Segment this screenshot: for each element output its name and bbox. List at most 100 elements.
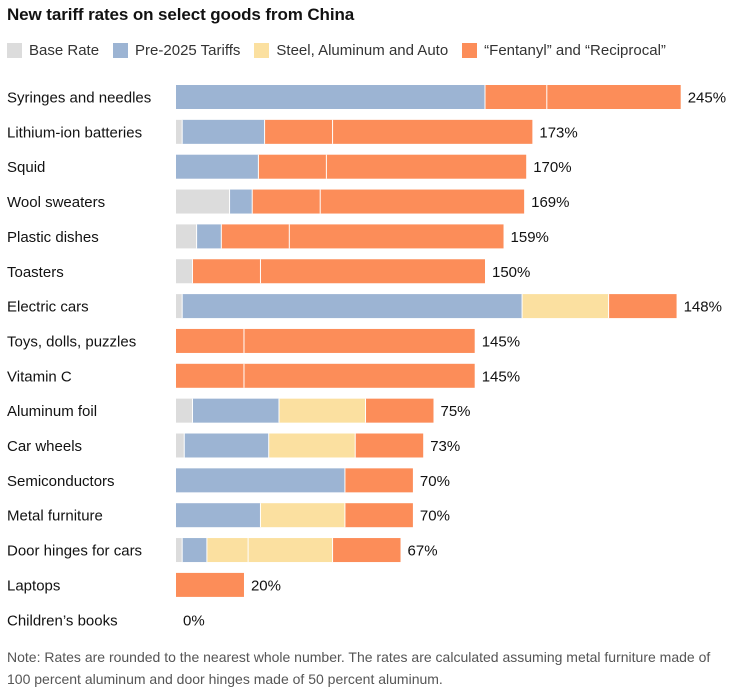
bar-segment-fentanyl (176, 328, 244, 353)
bar-segment-steel (260, 503, 345, 528)
legend-item-base: Base Rate (7, 42, 99, 59)
bar-row-door-hinges-for-cars: Door hinges for cars 67% (7, 538, 438, 563)
bar-segment-fentanyl (546, 85, 681, 109)
bar-segment-base (176, 259, 193, 284)
bar-segment-fentanyl (289, 224, 504, 249)
bar-segment-fentanyl (258, 154, 327, 179)
bar-chart: Syringes and needles 245% Lithium-ion batt… (0, 78, 736, 643)
bar-segment-steel (248, 538, 333, 563)
bar-row-vitamin-c: Vitamin C 145% (7, 363, 520, 388)
category-label: Toasters (7, 264, 64, 281)
bar-segment-fentanyl (243, 363, 475, 388)
value-label: 70% (420, 473, 450, 490)
bar-segment-pre2025 (176, 503, 261, 528)
category-label: Semiconductors (7, 473, 115, 490)
bar-segment-base (176, 538, 183, 563)
bar-row-syringes-and-needles: Syringes and needles 245% (7, 85, 726, 109)
bar-segment-pre2025 (182, 294, 523, 319)
bar-segment-pre2025 (182, 119, 265, 144)
bar-segment-fentanyl (192, 259, 261, 284)
bar-segment-base (176, 189, 230, 214)
bar-segment-pre2025 (176, 154, 259, 179)
value-label: 170% (533, 159, 571, 176)
value-label: 145% (482, 333, 520, 350)
bar-row-semiconductors: Semiconductors 70% (7, 468, 450, 493)
bar-row-wool-sweaters: Wool sweaters 169% (7, 189, 570, 214)
bar-segment-fentanyl (332, 538, 401, 563)
bar-segment-fentanyl (326, 154, 527, 179)
category-label: Lithium-ion batteries (7, 124, 142, 141)
bar-row-car-wheels: Car wheels 73% (7, 433, 460, 458)
bar-segment-pre2025 (176, 85, 485, 109)
bar-segment-steel (279, 398, 366, 423)
bar-segment-base (176, 119, 183, 144)
legend-label-pre2025: Pre-2025 Tariffs (135, 41, 241, 59)
bar-segment-fentanyl (176, 363, 244, 388)
value-label: 75% (441, 403, 471, 420)
category-label: Syringes and needles (7, 90, 151, 107)
chart-title: New tariff rates on select goods from Ch… (7, 5, 355, 24)
bar-segment-fentanyl (252, 189, 321, 214)
value-label: 0% (183, 612, 205, 629)
value-label: 73% (430, 438, 460, 455)
bar-segment-fentanyl (332, 119, 533, 144)
bar-row-squid: Squid 170% (7, 154, 572, 179)
legend: Base Rate Pre-2025 Tariffs Steel, Alumin… (7, 40, 680, 60)
legend-label-base: Base Rate (29, 41, 100, 59)
bar-segment-fentanyl (176, 572, 244, 597)
category-label: Laptops (7, 577, 60, 594)
bar-segment-pre2025 (192, 398, 279, 423)
bar-segment-fentanyl (365, 398, 434, 423)
bar-row-toasters: Toasters 150% (7, 259, 530, 284)
bar-segment-steel (268, 433, 356, 458)
bar-segment-fentanyl (264, 119, 333, 144)
bar-segment-pre2025 (184, 433, 269, 458)
bar-segment-fentanyl (243, 328, 475, 353)
bar-segment-fentanyl (485, 85, 547, 109)
bar-segment-steel (522, 294, 609, 319)
legend-label-fentanyl: “Fentanyl” and “Reciprocal” (484, 41, 666, 59)
bar-segment-pre2025 (176, 468, 345, 493)
value-label: 169% (531, 194, 569, 211)
value-label: 67% (408, 543, 438, 560)
legend-label-steel: Steel, Aluminum and Auto (276, 41, 449, 59)
bar-row-children-s-books: Children’s books 0% (7, 612, 205, 629)
category-label: Squid (7, 159, 45, 176)
category-label: Metal furniture (7, 508, 103, 525)
value-label: 148% (684, 299, 722, 316)
category-label: Wool sweaters (7, 194, 105, 211)
category-label: Car wheels (7, 438, 82, 455)
category-label: Door hinges for cars (7, 543, 142, 560)
legend-swatch-steel (254, 42, 270, 58)
value-label: 159% (511, 229, 549, 246)
bar-segment-fentanyl (260, 259, 485, 284)
value-label: 145% (482, 368, 520, 385)
value-label: 20% (251, 577, 281, 594)
bar-row-laptops: Laptops 20% (7, 572, 281, 597)
value-label: 70% (420, 508, 450, 525)
bar-segment-steel (206, 538, 249, 563)
category-label: Children’s books (7, 612, 118, 629)
bar-segment-pre2025 (182, 538, 207, 563)
legend-swatch-fentanyl (462, 42, 478, 58)
value-label: 173% (539, 124, 577, 141)
bar-segment-fentanyl (355, 433, 424, 458)
legend-item-pre2025: Pre-2025 Tariffs (113, 42, 240, 59)
category-label: Vitamin C (7, 368, 72, 385)
bar-segment-base (176, 398, 193, 423)
bar-segment-base (176, 433, 185, 458)
category-label: Aluminum foil (7, 403, 97, 420)
chart-note: Note: Rates are rounded to the nearest w… (7, 649, 711, 687)
bar-segment-base (176, 224, 197, 249)
legend-item-fentanyl: “Fentanyl” and “Reciprocal” (462, 42, 666, 59)
bar-segment-fentanyl (221, 224, 290, 249)
bar-row-aluminum-foil: Aluminum foil 75% (7, 398, 471, 423)
category-label: Toys, dolls, puzzles (7, 333, 136, 350)
bar-segment-fentanyl (344, 468, 413, 493)
category-label: Electric cars (7, 299, 89, 316)
bar-segment-pre2025 (196, 224, 222, 249)
value-label: 150% (492, 264, 530, 281)
value-label: 245% (688, 90, 726, 107)
legend-item-steel: Steel, Aluminum and Auto (254, 42, 448, 59)
